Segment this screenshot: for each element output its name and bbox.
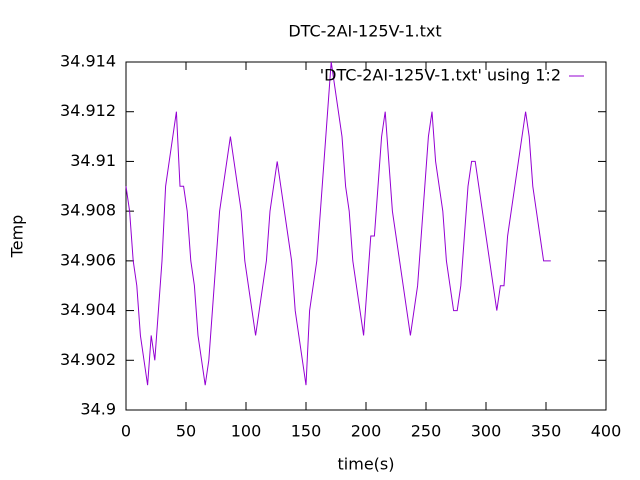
y-tick-label: 34.908 xyxy=(60,201,116,220)
x-axis-label: time(s) xyxy=(338,455,395,474)
y-tick-label: 34.912 xyxy=(60,101,116,120)
x-tick-label: 250 xyxy=(411,422,442,441)
x-tick-label: 400 xyxy=(591,422,622,441)
y-tick-label: 34.914 xyxy=(60,52,116,71)
y-tick-label: 34.902 xyxy=(60,350,116,369)
legend-label: 'DTC-2AI-125V-1.txt' using 1:2 xyxy=(320,66,561,85)
y-tick-label: 34.906 xyxy=(60,250,116,269)
y-tick-label: 34.904 xyxy=(60,300,116,319)
x-tick-label: 50 xyxy=(176,422,196,441)
y-axis-label: Temp xyxy=(8,215,27,259)
x-tick-label: 0 xyxy=(121,422,131,441)
chart-title: DTC-2AI-125V-1.txt xyxy=(288,22,441,41)
plot-frame xyxy=(125,61,607,411)
x-tick-label: 300 xyxy=(471,422,502,441)
y-tick-label: 34.91 xyxy=(70,151,116,170)
x-tick-label: 200 xyxy=(351,422,382,441)
x-tick-label: 150 xyxy=(291,422,322,441)
data-line xyxy=(125,61,551,386)
y-tick-label: 34.9 xyxy=(80,400,116,419)
x-tick-label: 350 xyxy=(531,422,562,441)
x-tick-label: 100 xyxy=(231,422,262,441)
